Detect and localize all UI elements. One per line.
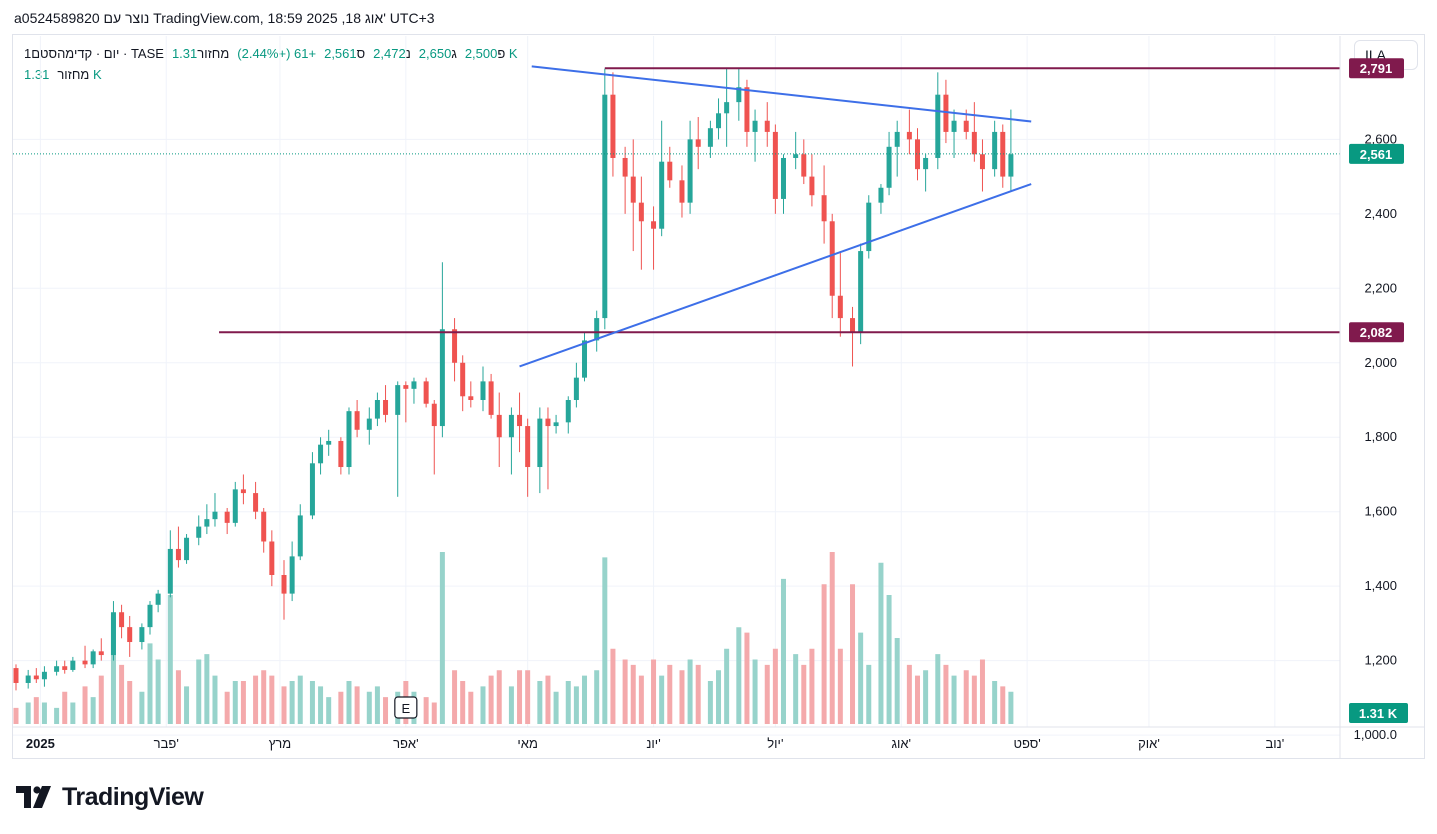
currency-button[interactable]: ILA xyxy=(1354,40,1418,70)
legend-volume-row-label: מחזור xyxy=(57,67,90,82)
legend-volume-row-value: 1.31 K xyxy=(24,67,102,82)
tradingview-logo: TradingView xyxy=(16,782,204,812)
tradingview-logo-text: TradingView xyxy=(62,782,204,811)
chart-frame xyxy=(12,34,1425,759)
legend-change: +61 (+2.44%) xyxy=(237,46,317,61)
legend-symbol-name[interactable]: קדימהסטם xyxy=(31,46,93,61)
tradingview-logo-icon xyxy=(16,786,51,808)
legend-high-label: ג xyxy=(451,46,457,61)
legend-ohlc-row: 1יום · קדימהסטם · TASE פ2,500ג2,650נ2,472… xyxy=(24,46,518,61)
legend-exchange: TASE xyxy=(130,46,164,61)
snapshot-header: a0524589820 נוצר עם TradingView.com, 18:… xyxy=(14,10,435,26)
legend-open-value: 2,500 xyxy=(464,46,498,61)
legend-low-label: נ xyxy=(405,46,411,61)
legend-open-label: פ xyxy=(497,46,506,61)
legend-volume-row: מחזור1.31 K xyxy=(24,66,518,87)
legend-close-label: ס xyxy=(356,46,366,61)
legend-volume-value: 1.31 K xyxy=(171,46,518,61)
legend-close-value: 2,561 xyxy=(324,46,357,61)
symbol-legend: 1יום · קדימהסטם · TASE פ2,500ג2,650נ2,472… xyxy=(24,45,518,87)
legend-high-value: 2,650 xyxy=(418,46,452,61)
legend-interval: 1יום xyxy=(24,46,120,61)
legend-low-value: 2,472 xyxy=(373,46,406,61)
legend-volume-label: מחזור xyxy=(197,46,230,61)
